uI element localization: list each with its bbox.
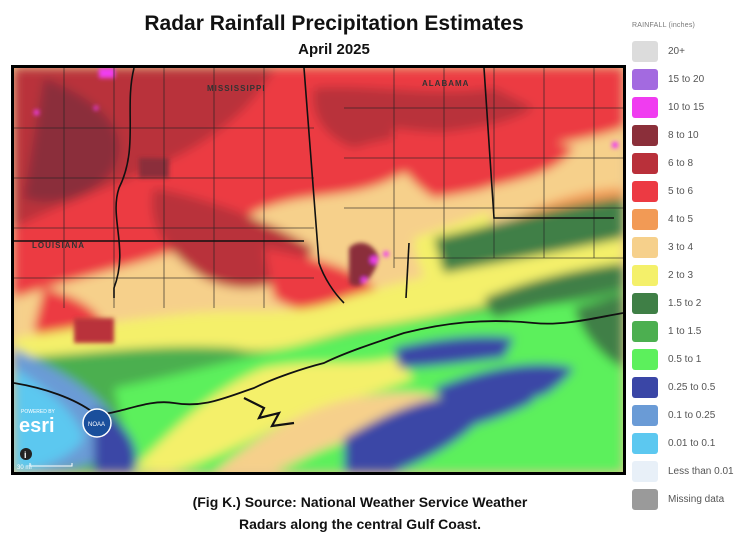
legend-item: 1 to 1.5 <box>632 317 747 345</box>
state-label-alabama: ALABAMA <box>422 79 469 88</box>
legend-item: 3 to 4 <box>632 233 747 261</box>
svg-text:NOAA: NOAA <box>88 422 105 428</box>
legend-item: 0.01 to 0.1 <box>632 429 747 457</box>
figure-caption: (Fig K.) Source: National Weather Servic… <box>150 491 570 535</box>
legend-label: 8 to 10 <box>668 129 699 141</box>
legend-label: 4 to 5 <box>668 213 694 225</box>
legend-label: 6 to 8 <box>668 157 694 169</box>
legend-item: 0.25 to 0.5 <box>632 373 747 401</box>
scale-bar: 30 mi <box>17 463 73 471</box>
legend-swatch <box>632 376 658 398</box>
rainfall-map[interactable]: MISSISSIPPI ALABAMA LOUISIANA POWERED BY… <box>11 65 626 475</box>
legend-swatch <box>632 208 658 230</box>
legend-items: 20+ 15 to 20 10 to 15 8 to 10 6 to 8 5 to 6 4 … <box>632 37 747 513</box>
legend-item: 8 to 10 <box>632 121 747 149</box>
legend-swatch <box>632 348 658 370</box>
legend-swatch <box>632 236 658 258</box>
legend-swatch <box>632 264 658 286</box>
noaa-logo: NOAA <box>82 408 112 438</box>
legend-swatch <box>632 404 658 426</box>
rainfall-field <box>14 68 623 472</box>
legend-label: 3 to 4 <box>668 241 694 253</box>
storm-cells <box>34 68 618 343</box>
legend-label: 0.1 to 0.25 <box>668 409 716 421</box>
legend-label: 15 to 20 <box>668 73 705 85</box>
legend-item: Missing data <box>632 485 747 513</box>
map-title: Radar Rainfall Precipitation Estimates <box>144 12 524 35</box>
legend-label: 5 to 6 <box>668 185 694 197</box>
legend-item: 10 to 15 <box>632 93 747 121</box>
legend-swatch <box>632 180 658 202</box>
legend-item: Less than 0.01 <box>632 457 747 485</box>
svg-text:POWERED BY: POWERED BY <box>21 409 56 415</box>
legend-label: 0.01 to 0.1 <box>668 437 716 449</box>
legend-swatch <box>632 124 658 146</box>
legend-label: 2 to 3 <box>668 269 694 281</box>
legend-item: 0.5 to 1 <box>632 345 747 373</box>
legend-label: Less than 0.01 <box>668 465 734 477</box>
legend-swatch <box>632 40 658 62</box>
legend-item: 15 to 20 <box>632 65 747 93</box>
legend-item: 1.5 to 2 <box>632 289 747 317</box>
delta-marsh <box>243 397 295 428</box>
legend-swatch <box>632 292 658 314</box>
legend-swatch <box>632 68 658 90</box>
legend-label: 20+ <box>668 45 685 57</box>
legend-item: 5 to 6 <box>632 177 747 205</box>
legend-item: 20+ <box>632 37 747 65</box>
caption-line-1: (Fig K.) Source: National Weather Servic… <box>192 494 528 510</box>
map-subtitle: April 2025 <box>298 41 370 58</box>
state-borders <box>14 68 614 304</box>
legend-item: 0.1 to 0.25 <box>632 401 747 429</box>
legend-swatch <box>632 320 658 342</box>
legend-swatch <box>632 488 658 510</box>
state-label-mississippi: MISSISSIPPI <box>207 84 266 93</box>
legend-label: 0.25 to 0.5 <box>668 381 716 393</box>
legend-swatch <box>632 432 658 454</box>
legend-label: 1 to 1.5 <box>668 325 702 337</box>
legend-title: RAINFALL (inches) <box>632 22 696 29</box>
svg-text:esri: esri <box>19 415 55 437</box>
rainfall-legend: RAINFALL (inches) 20+ 15 to 20 10 to 15 8 t… <box>632 22 747 513</box>
rainfall-map-canvas: MISSISSIPPI ALABAMA LOUISIANA POWERED BY… <box>14 68 623 472</box>
legend-label: 0.5 to 1 <box>668 353 702 365</box>
county-lines <box>14 68 623 308</box>
state-label-louisiana: LOUISIANA <box>32 241 85 250</box>
legend-swatch <box>632 96 658 118</box>
legend-label: Missing data <box>668 493 725 505</box>
legend-label: 10 to 15 <box>668 101 705 113</box>
svg-text:i: i <box>24 450 27 460</box>
esri-logo: POWERED BY esri <box>19 409 56 437</box>
legend-item: 2 to 3 <box>632 261 747 289</box>
svg-text:30 mi: 30 mi <box>17 465 32 471</box>
legend-item: 4 to 5 <box>632 205 747 233</box>
legend-swatch <box>632 152 658 174</box>
info-icon[interactable]: i <box>20 448 32 460</box>
legend-label: 1.5 to 2 <box>668 297 702 309</box>
caption-line-2: Radars along the central Gulf Coast. <box>239 516 481 532</box>
legend-item: 6 to 8 <box>632 149 747 177</box>
legend-swatch <box>632 460 658 482</box>
